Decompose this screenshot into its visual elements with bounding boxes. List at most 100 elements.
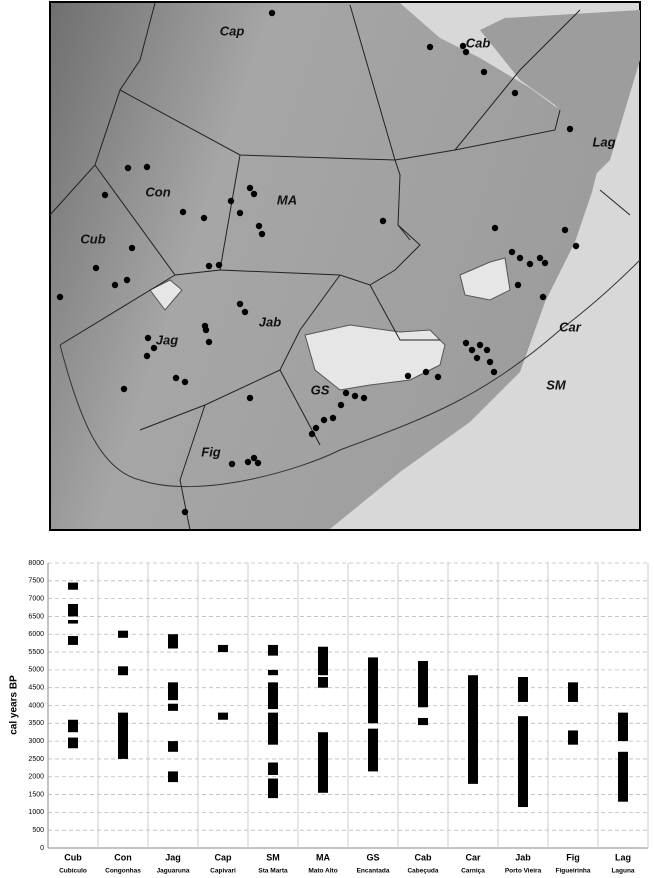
map-label: Car — [559, 319, 582, 334]
site-dot — [245, 459, 251, 465]
site-dot — [491, 369, 497, 375]
site-dot — [202, 323, 208, 329]
site-dot — [256, 223, 262, 229]
x-tick-label: Cub — [64, 852, 82, 862]
site-dot — [405, 373, 411, 379]
site-dot — [542, 260, 548, 266]
range-bar — [318, 677, 328, 688]
site-dot — [463, 340, 469, 346]
site-dot — [321, 417, 327, 423]
y-tick-label: 3500 — [28, 720, 44, 727]
range-bar — [518, 716, 528, 807]
map-label: Con — [145, 184, 170, 199]
range-bar — [68, 620, 78, 624]
chart: cal years BP 050010001500200025003000350… — [9, 560, 648, 875]
range-bar — [268, 713, 278, 745]
range-bar — [518, 677, 528, 702]
map-label: Jag — [156, 332, 178, 347]
range-bar — [418, 661, 428, 707]
site-dot — [144, 353, 150, 359]
y-tick-label: 4000 — [28, 702, 44, 709]
figure: CapCabLagConMACubCarJabJagGSSMFig cal ye… — [0, 0, 654, 878]
site-dot — [567, 126, 573, 132]
x-tick-label: Fig — [566, 852, 580, 862]
site-dot — [338, 402, 344, 408]
range-bar — [68, 636, 78, 645]
x-tick-sublabel: Encantada — [357, 868, 390, 875]
map-label: Jab — [259, 314, 281, 329]
site-dot — [474, 355, 480, 361]
x-tick-sublabel: Cabeçuda — [407, 868, 438, 875]
x-tick-sublabel: Carniça — [461, 868, 485, 875]
site-dot — [492, 225, 498, 231]
map-label: MA — [277, 192, 297, 207]
site-dot — [487, 359, 493, 365]
site-dot — [509, 249, 515, 255]
y-axis-title: cal years BP — [9, 675, 20, 735]
y-tick-label: 7000 — [28, 595, 44, 602]
range-bar — [218, 713, 228, 720]
x-tick-label: SM — [266, 852, 280, 862]
x-tick-label: MA — [316, 852, 330, 862]
site-dot — [124, 277, 130, 283]
x-tick-label: Lag — [615, 852, 631, 862]
range-bar — [118, 666, 128, 675]
site-dot — [343, 390, 349, 396]
x-tick-label: Jag — [165, 852, 181, 862]
site-dot — [330, 415, 336, 421]
site-dot — [380, 218, 386, 224]
range-bar — [268, 670, 278, 675]
range-bar — [68, 583, 78, 590]
x-tick-label: Cap — [214, 852, 232, 862]
range-bar — [168, 682, 178, 700]
site-dot — [515, 282, 521, 288]
range-bar — [618, 752, 628, 802]
y-tick-label: 6000 — [28, 631, 44, 638]
site-dot — [251, 191, 257, 197]
site-dot — [361, 395, 367, 401]
site-dot — [121, 386, 127, 392]
site-dot — [259, 231, 265, 237]
site-dot — [112, 282, 118, 288]
range-bar — [318, 647, 328, 676]
site-dot — [237, 210, 243, 216]
site-dot — [517, 255, 523, 261]
site-dot — [93, 265, 99, 271]
map-label: SM — [546, 377, 567, 392]
range-bar — [368, 657, 378, 723]
map-label: Lag — [592, 134, 615, 149]
range-bar — [118, 713, 128, 759]
site-dot — [527, 261, 533, 267]
range-bar — [168, 741, 178, 752]
x-tick-sublabel: Congonhas — [105, 868, 141, 875]
site-dot — [255, 460, 261, 466]
range-bar — [218, 645, 228, 652]
map-label: Cab — [466, 35, 491, 50]
x-tick-sublabel: Capivari — [210, 868, 236, 875]
site-dot — [237, 301, 243, 307]
site-dot — [229, 461, 235, 467]
site-dot — [309, 431, 315, 437]
range-bar — [268, 779, 278, 799]
site-dot — [269, 10, 275, 16]
range-bar — [68, 604, 78, 616]
range-bar — [568, 682, 578, 702]
y-tick-label: 5000 — [28, 667, 44, 674]
site-dot — [216, 262, 222, 268]
site-dot — [242, 309, 248, 315]
y-tick-label: 500 — [32, 827, 44, 834]
x-tick-sublabel: Figueirinha — [555, 868, 590, 875]
range-bar — [618, 713, 628, 742]
site-dot — [144, 164, 150, 170]
range-bar — [468, 675, 478, 784]
range-bar — [368, 729, 378, 772]
site-dot — [173, 375, 179, 381]
site-dot — [562, 227, 568, 233]
site-dot — [182, 379, 188, 385]
site-dot — [477, 342, 483, 348]
map-label: Fig — [201, 444, 221, 459]
site-dot — [540, 294, 546, 300]
site-dot — [182, 509, 188, 515]
site-dot — [537, 255, 543, 261]
